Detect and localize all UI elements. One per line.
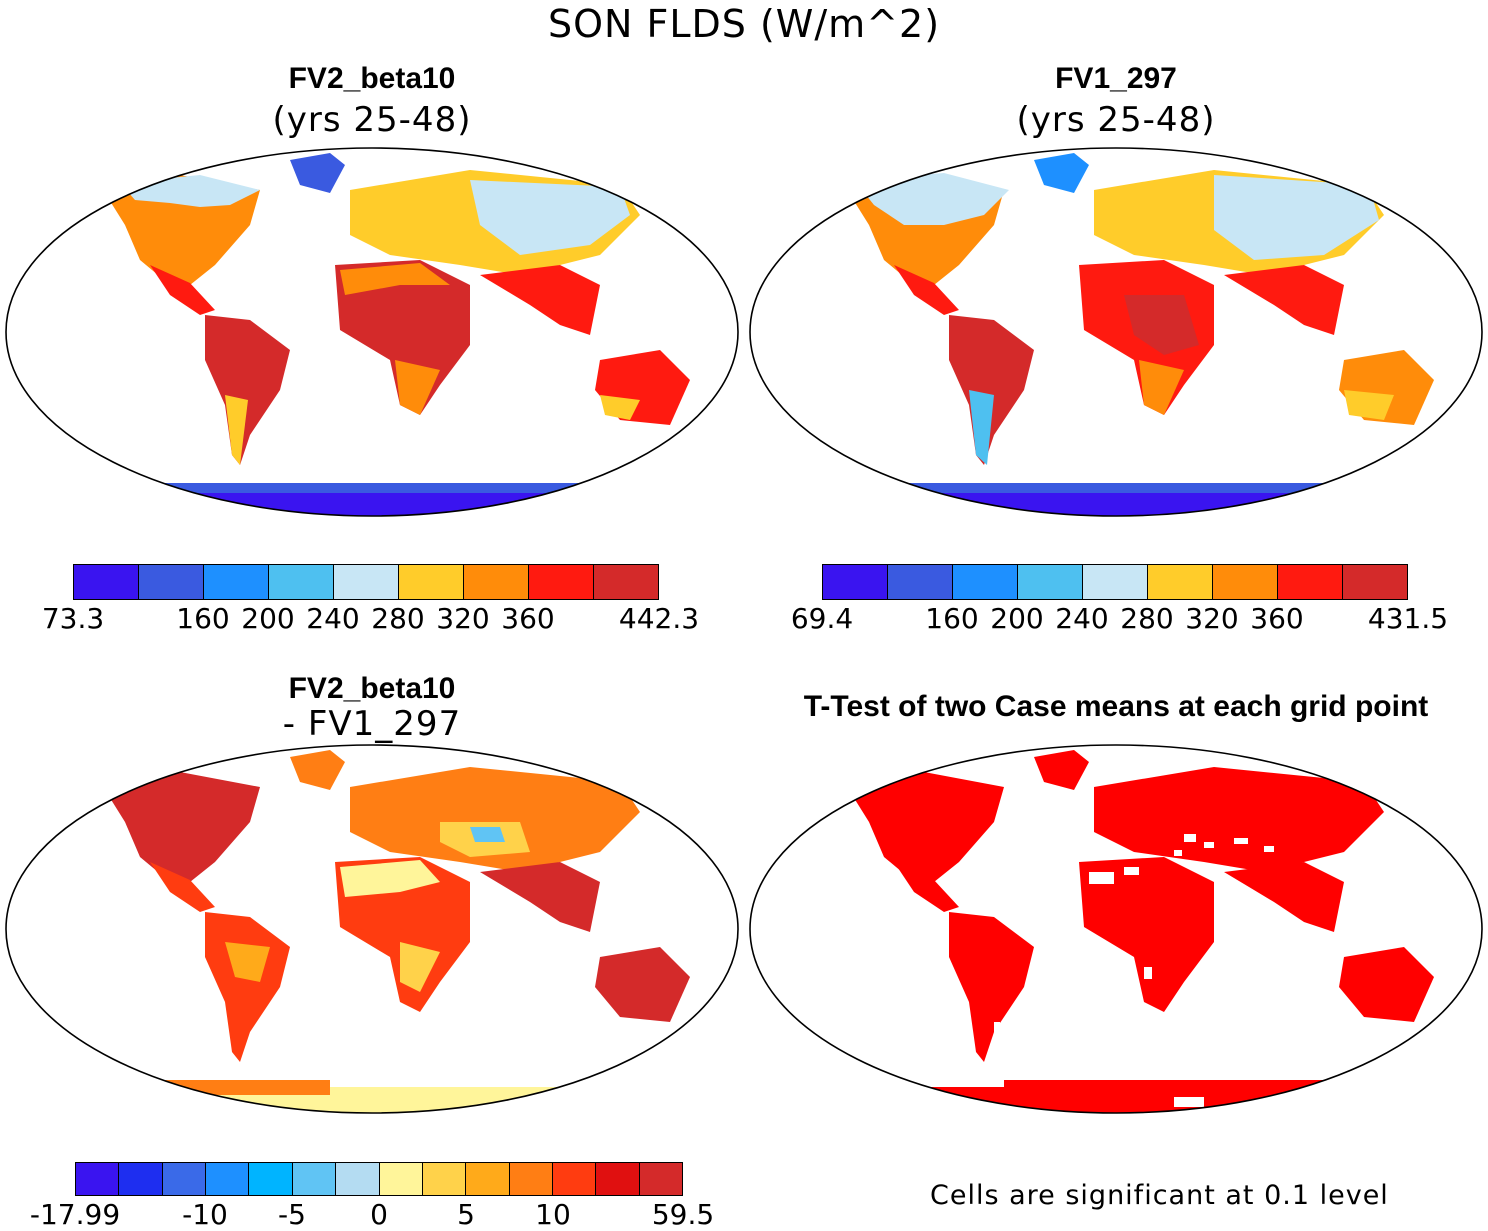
panel3-title: FV2_beta10 <box>288 672 456 705</box>
panel4-title: T-Test of two Case means at each grid po… <box>803 690 1429 723</box>
cb2-label: 360 <box>1250 602 1304 635</box>
cb2-label: 160 <box>925 602 979 635</box>
colorbar-1-swatch <box>594 565 658 599</box>
africa-region <box>1079 857 1214 1012</box>
panel1-map <box>5 147 739 517</box>
south-america-region <box>949 315 1034 465</box>
colorbar-2-swatch <box>953 565 1018 599</box>
colorbar-2-swatch <box>1018 565 1083 599</box>
cb3-label: 10 <box>535 1198 571 1231</box>
colorbar-3-swatch <box>249 1163 293 1195</box>
cb2-label-max: 431.5 <box>1367 602 1449 635</box>
north-america-region <box>844 772 1004 882</box>
colorbar-3-swatch <box>379 1163 423 1195</box>
colorbar-2 <box>822 564 1408 600</box>
antarctica-region <box>120 490 640 516</box>
colorbar-3-swatch <box>596 1163 640 1195</box>
australia-region <box>595 947 690 1022</box>
colorbar-3-swatch <box>119 1163 163 1195</box>
north-america-region <box>100 772 260 882</box>
colorbar-1-swatch <box>74 565 139 599</box>
colorbar-1-swatch <box>269 565 334 599</box>
colorbar-3-swatch <box>466 1163 510 1195</box>
colorbar-3-swatch <box>509 1163 553 1195</box>
cb2-label: 200 <box>990 602 1044 635</box>
greenland-region <box>1034 750 1089 790</box>
panel2-title: FV1_297 <box>1055 62 1177 95</box>
eurasia-region <box>350 767 640 872</box>
cb2-label: 280 <box>1120 602 1174 635</box>
cb3-label: -10 <box>182 1198 228 1231</box>
colorbar-3-swatch <box>336 1163 380 1195</box>
colorbar-1-swatch <box>464 565 529 599</box>
cb1-label: 240 <box>306 602 360 635</box>
colorbar-2-swatch <box>1083 565 1148 599</box>
colorbar-3-swatch <box>162 1163 207 1195</box>
cb2-label: 320 <box>1185 602 1239 635</box>
colorbar-3-swatch <box>76 1163 120 1195</box>
colorbar-3 <box>75 1162 683 1196</box>
colorbar-3-swatch <box>639 1163 683 1195</box>
eurasia-region <box>1094 767 1384 872</box>
south-america-region <box>949 912 1034 1062</box>
greenland-region <box>290 153 345 193</box>
africa-region <box>335 857 470 1012</box>
cb1-label: 360 <box>501 602 555 635</box>
cb1-label: 160 <box>176 602 230 635</box>
cb2-label-min: 69.4 <box>790 602 854 635</box>
panel4-map <box>749 744 1483 1114</box>
cb2-label: 240 <box>1055 602 1109 635</box>
colorbar-1-swatch <box>204 565 269 599</box>
colorbar-1 <box>73 564 659 600</box>
cb3-label-max: 59.5 <box>651 1198 715 1231</box>
greenland-region <box>1034 153 1089 193</box>
panel2-subtitle: (yrs 25-48) <box>1016 100 1216 140</box>
panel3-map <box>5 744 739 1114</box>
figure-title: SON FLDS (W/m^2) <box>547 2 941 46</box>
cb1-label: 200 <box>241 602 295 635</box>
colorbar-2-swatch <box>823 565 888 599</box>
colorbar-1-swatch <box>139 565 204 599</box>
colorbar-2-swatch <box>1343 565 1407 599</box>
cb3-label: 0 <box>370 1198 388 1231</box>
colorbar-2-swatch <box>1148 565 1213 599</box>
cb1-label: 320 <box>436 602 490 635</box>
cb1-label: 280 <box>371 602 425 635</box>
south-america-region <box>205 912 290 1062</box>
panel1-subtitle: (yrs 25-48) <box>272 100 472 140</box>
greenland-region <box>290 750 345 790</box>
colorbar-2-swatch <box>1213 565 1278 599</box>
panel3-subtitle: - FV1_297 <box>282 704 462 744</box>
antarctica-region <box>864 490 1384 516</box>
cb3-label: 5 <box>457 1198 475 1231</box>
colorbar-1-swatch <box>334 565 399 599</box>
colorbar-3-swatch <box>206 1163 250 1195</box>
australia-region <box>1339 947 1434 1022</box>
significance-note: Cells are significant at 0.1 level <box>930 1180 1389 1211</box>
colorbar-3-swatch <box>552 1163 597 1195</box>
cb3-label: -5 <box>278 1198 306 1231</box>
colorbar-3-swatch <box>422 1163 467 1195</box>
panel1-title: FV2_beta10 <box>288 62 456 95</box>
cb1-label-min: 73.3 <box>41 602 105 635</box>
south-america-region <box>205 315 290 465</box>
colorbar-1-swatch <box>529 565 594 599</box>
panel2-map <box>749 147 1483 517</box>
colorbar-3-swatch <box>292 1163 337 1195</box>
colorbar-2-swatch <box>1278 565 1343 599</box>
colorbar-2-swatch <box>888 565 953 599</box>
cb1-label-max: 442.3 <box>618 602 700 635</box>
cb3-label-min: -17.99 <box>29 1198 121 1231</box>
colorbar-1-swatch <box>399 565 464 599</box>
